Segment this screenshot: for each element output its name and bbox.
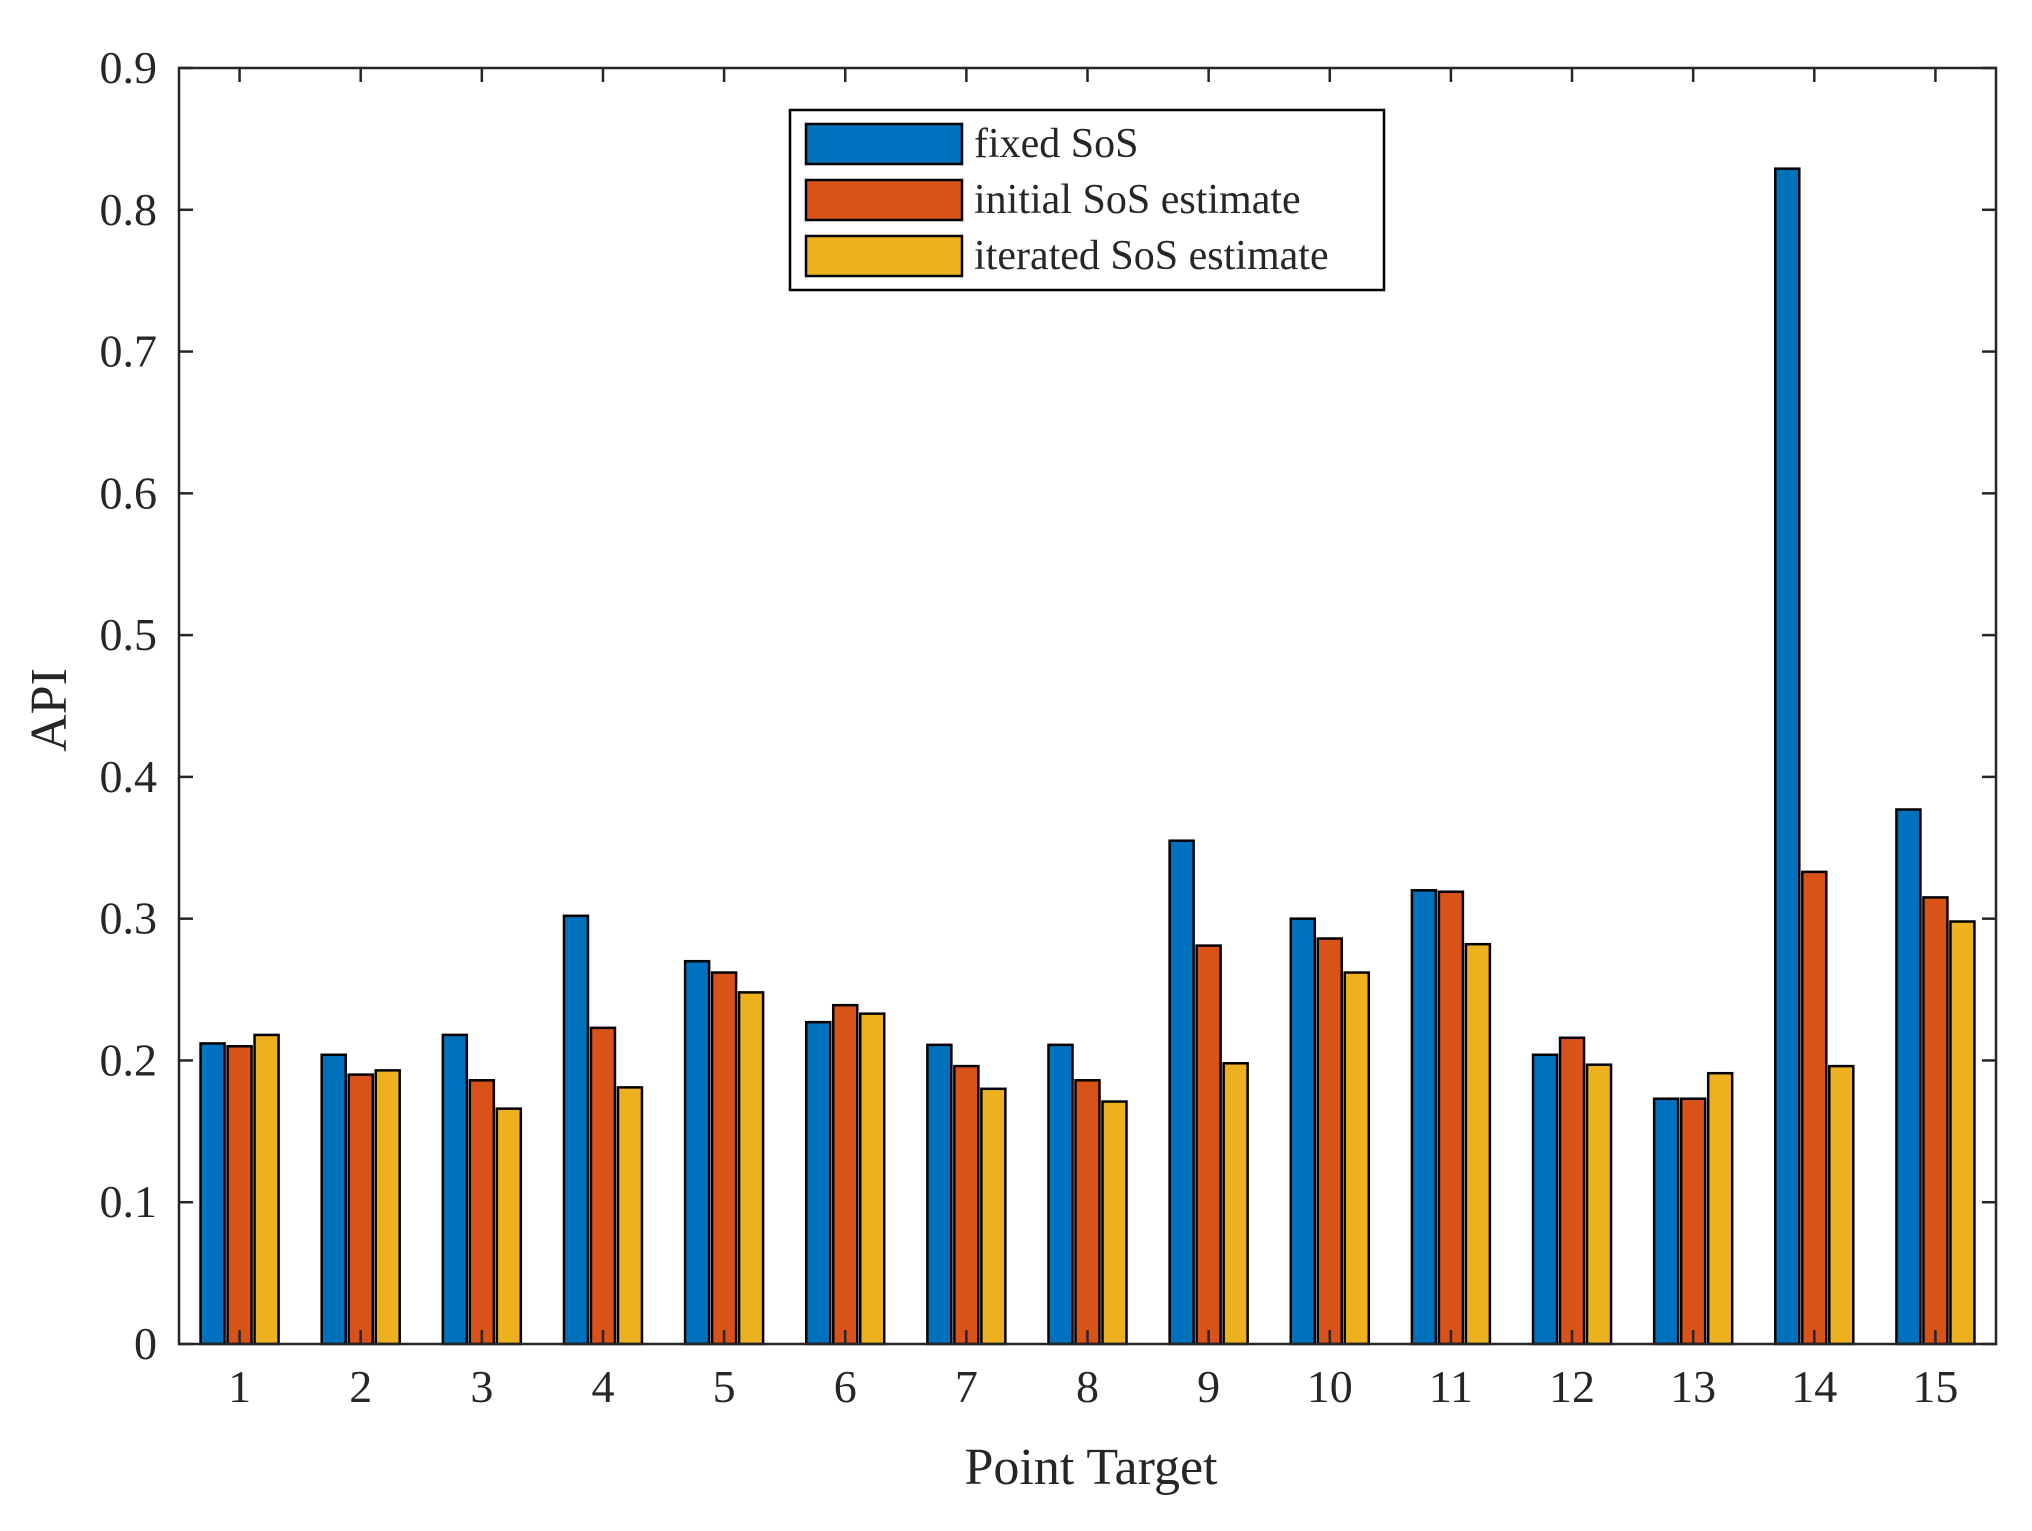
x-tick-label: 11 <box>1429 1361 1473 1412</box>
bar-series3-target-15 <box>1949 920 1976 1346</box>
bar-series3-target-14 <box>1828 1064 1855 1346</box>
x-tick-label: 3 <box>470 1361 493 1412</box>
bar-series1-target-5 <box>683 959 711 1346</box>
bar-series2-target-3 <box>468 1079 496 1346</box>
tick-labels-group: 00.10.20.30.40.50.60.70.80.91 2 3 4 5 6 7 8 9 10 1… <box>100 42 1959 1412</box>
x-tick-label: 6 <box>834 1361 857 1412</box>
x-tick-label: 9 <box>1197 1361 1220 1412</box>
bar-series1-target-11 <box>1410 889 1438 1346</box>
bar-series2-target-7 <box>953 1064 980 1346</box>
bar-series3-target-2 <box>374 1069 401 1346</box>
bar-series3-target-1 <box>253 1033 280 1346</box>
y-tick-label: 0.8 <box>100 184 158 235</box>
bar-series2-target-10 <box>1316 937 1344 1346</box>
bar-series2-target-6 <box>831 1003 859 1346</box>
bar-series1-target-3 <box>441 1033 469 1346</box>
y-tick-label: 0.4 <box>100 751 158 802</box>
bar-series1-target-13 <box>1652 1097 1680 1346</box>
bar-series1-target-2 <box>320 1053 347 1346</box>
legend: fixed SoS initial SoS estimate iterated So… <box>788 108 1386 292</box>
bar-series2-target-2 <box>347 1073 374 1346</box>
bar-series2-target-15 <box>1922 896 1949 1346</box>
bar-series1-target-10 <box>1289 917 1317 1346</box>
x-tick-label: 15 <box>1912 1361 1958 1412</box>
legend-swatch-series2 <box>804 178 964 222</box>
bar-series3-target-8 <box>1101 1100 1128 1346</box>
bar-series2-target-12 <box>1558 1036 1586 1346</box>
y-tick-label: 0.9 <box>100 42 158 93</box>
x-tick-label: 1 <box>228 1361 251 1412</box>
bar-series2-target-5 <box>710 971 738 1346</box>
x-tick-label: 14 <box>1791 1361 1837 1412</box>
bar-series3-target-13 <box>1706 1071 1734 1346</box>
bar-series1-target-15 <box>1895 808 1922 1346</box>
y-tick-label: 0.1 <box>100 1176 158 1227</box>
x-tick-label: 13 <box>1670 1361 1716 1412</box>
bar-series3-target-12 <box>1585 1063 1613 1346</box>
bar-series2-target-4 <box>589 1026 617 1346</box>
bar-series3-target-7 <box>980 1087 1007 1346</box>
bar-series2-target-1 <box>226 1045 253 1346</box>
x-tick-label: 4 <box>591 1361 614 1412</box>
bar-series1-target-6 <box>804 1020 832 1346</box>
bar-series1-target-7 <box>926 1043 953 1346</box>
bar-series3-target-4 <box>616 1086 644 1346</box>
bar-series3-target-3 <box>495 1107 523 1346</box>
legend-swatch-series3 <box>804 234 964 278</box>
bar-series1-target-14 <box>1774 167 1801 1346</box>
bar-series1-target-9 <box>1168 839 1195 1346</box>
bar-series3-target-5 <box>737 991 765 1346</box>
bar-series3-target-9 <box>1222 1062 1249 1346</box>
legend-label-series1: fixed SoS <box>974 121 1139 167</box>
x-tick-label: 5 <box>713 1361 736 1412</box>
bar-series2-target-9 <box>1195 944 1222 1346</box>
bars-group <box>199 167 1976 1346</box>
bar-series3-target-11 <box>1464 942 1492 1346</box>
bar-series2-target-13 <box>1679 1097 1707 1346</box>
y-tick-label: 0.6 <box>100 467 158 518</box>
y-tick-label: 0 <box>134 1318 157 1369</box>
bar-series1-target-1 <box>199 1042 226 1346</box>
y-tick-label: 0.7 <box>100 326 158 377</box>
bar-series3-target-6 <box>858 1012 886 1346</box>
bar-series1-target-4 <box>562 914 590 1346</box>
y-tick-label: 0.5 <box>100 609 158 660</box>
bar-series1-target-12 <box>1531 1053 1559 1346</box>
legend-label-series2: initial SoS estimate <box>974 177 1301 223</box>
x-tick-label: 10 <box>1307 1361 1353 1412</box>
x-tick-label: 12 <box>1549 1361 1595 1412</box>
bar-series2-target-8 <box>1074 1079 1101 1346</box>
bar-series2-target-11 <box>1437 890 1465 1346</box>
legend-swatch-series1 <box>804 122 964 166</box>
legend-label-series3: iterated SoS estimate <box>974 233 1329 279</box>
x-tick-label: 8 <box>1076 1361 1099 1412</box>
bar-series3-target-10 <box>1343 971 1371 1346</box>
plot-area-frame <box>177 66 1998 1346</box>
y-tick-label: 0.2 <box>100 1034 158 1085</box>
bar-series2-target-14 <box>1801 870 1828 1346</box>
y-axis-label: API <box>21 668 78 752</box>
x-tick-label: 2 <box>349 1361 372 1412</box>
x-axis-label: Point Target <box>965 1439 1219 1496</box>
y-tick-label: 0.3 <box>100 893 158 944</box>
bar-series1-target-8 <box>1047 1043 1074 1346</box>
x-tick-label: 7 <box>955 1361 978 1412</box>
